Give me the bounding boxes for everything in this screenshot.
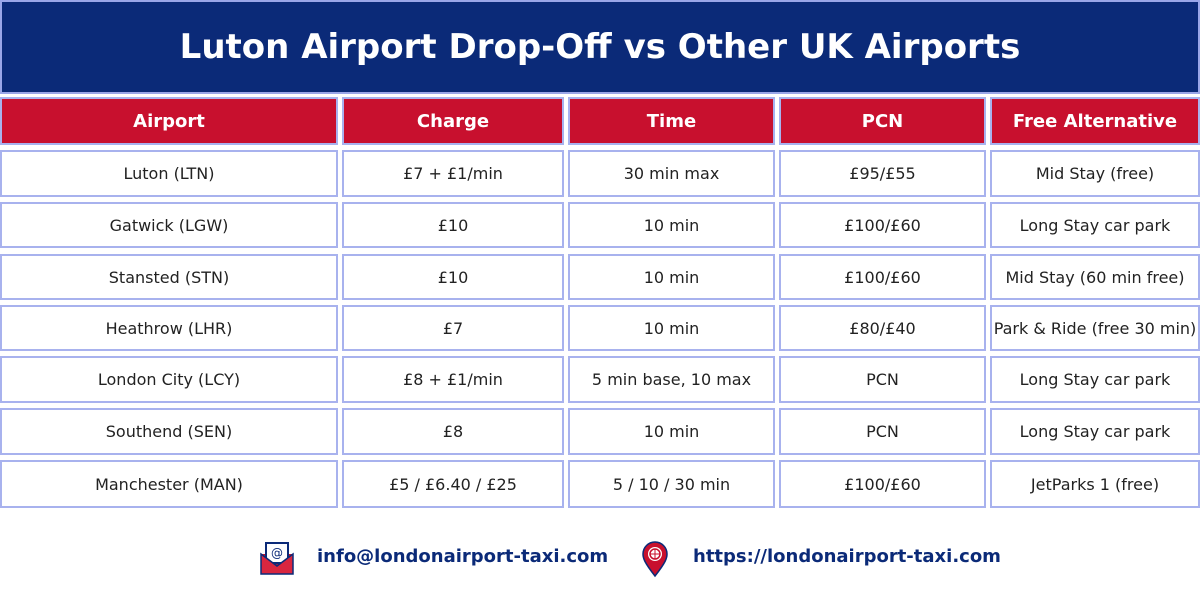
table-cell: London City (LCY): [0, 356, 338, 403]
table-cell: £7 + £1/min: [342, 150, 564, 197]
column-header: Airport: [0, 97, 338, 145]
title-bar: Luton Airport Drop-Off vs Other UK Airpo…: [0, 0, 1200, 94]
table-cell: £5 / £6.40 / £25: [342, 460, 564, 508]
table-cell: 10 min: [568, 202, 775, 248]
email[interactable]: info@londonairport-taxi.com: [317, 546, 609, 567]
svg-text:@: @: [271, 546, 283, 560]
table-cell: PCN: [779, 356, 986, 403]
table-cell: Mid Stay (free): [990, 150, 1200, 197]
table-cell: 10 min: [568, 408, 775, 455]
table-cell: Stansted (STN): [0, 254, 338, 300]
table-cell: Park & Ride (free 30 min): [990, 305, 1200, 351]
table-cell: Southend (SEN): [0, 408, 338, 455]
table-cell: £10: [342, 202, 564, 248]
website[interactable]: https://londonairport-taxi.com: [693, 546, 1001, 567]
table-cell: £95/£55: [779, 150, 986, 197]
title: Luton Airport Drop-Off vs Other UK Airpo…: [179, 27, 1021, 67]
table-cell: PCN: [779, 408, 986, 455]
table-cell: Long Stay car park: [990, 202, 1200, 248]
table-cell: Heathrow (LHR): [0, 305, 338, 351]
table-cell: 10 min: [568, 305, 775, 351]
table-cell: £7: [342, 305, 564, 351]
web-icon: [642, 541, 668, 578]
table-cell: 5 min base, 10 max: [568, 356, 775, 403]
table-cell: 5 / 10 / 30 min: [568, 460, 775, 508]
table-cell: £8 + £1/min: [342, 356, 564, 403]
table-cell: Luton (LTN): [0, 150, 338, 197]
column-header: Charge: [342, 97, 564, 145]
table-cell: £8: [342, 408, 564, 455]
table-cell: £10: [342, 254, 564, 300]
table-cell: Long Stay car park: [990, 408, 1200, 455]
email-icon: @: [260, 542, 294, 575]
table-cell: £100/£60: [779, 254, 986, 300]
table-cell: JetParks 1 (free): [990, 460, 1200, 508]
column-header: PCN: [779, 97, 986, 145]
column-header: Time: [568, 97, 775, 145]
table-cell: 10 min: [568, 254, 775, 300]
table-cell: Long Stay car park: [990, 356, 1200, 403]
table-cell: £80/£40: [779, 305, 986, 351]
table-cell: Manchester (MAN): [0, 460, 338, 508]
table-cell: 30 min max: [568, 150, 775, 197]
table-cell: Mid Stay (60 min free): [990, 254, 1200, 300]
table-cell: Gatwick (LGW): [0, 202, 338, 248]
column-header: Free Alternative: [990, 97, 1200, 145]
table-cell: £100/£60: [779, 460, 986, 508]
table-cell: £100/£60: [779, 202, 986, 248]
